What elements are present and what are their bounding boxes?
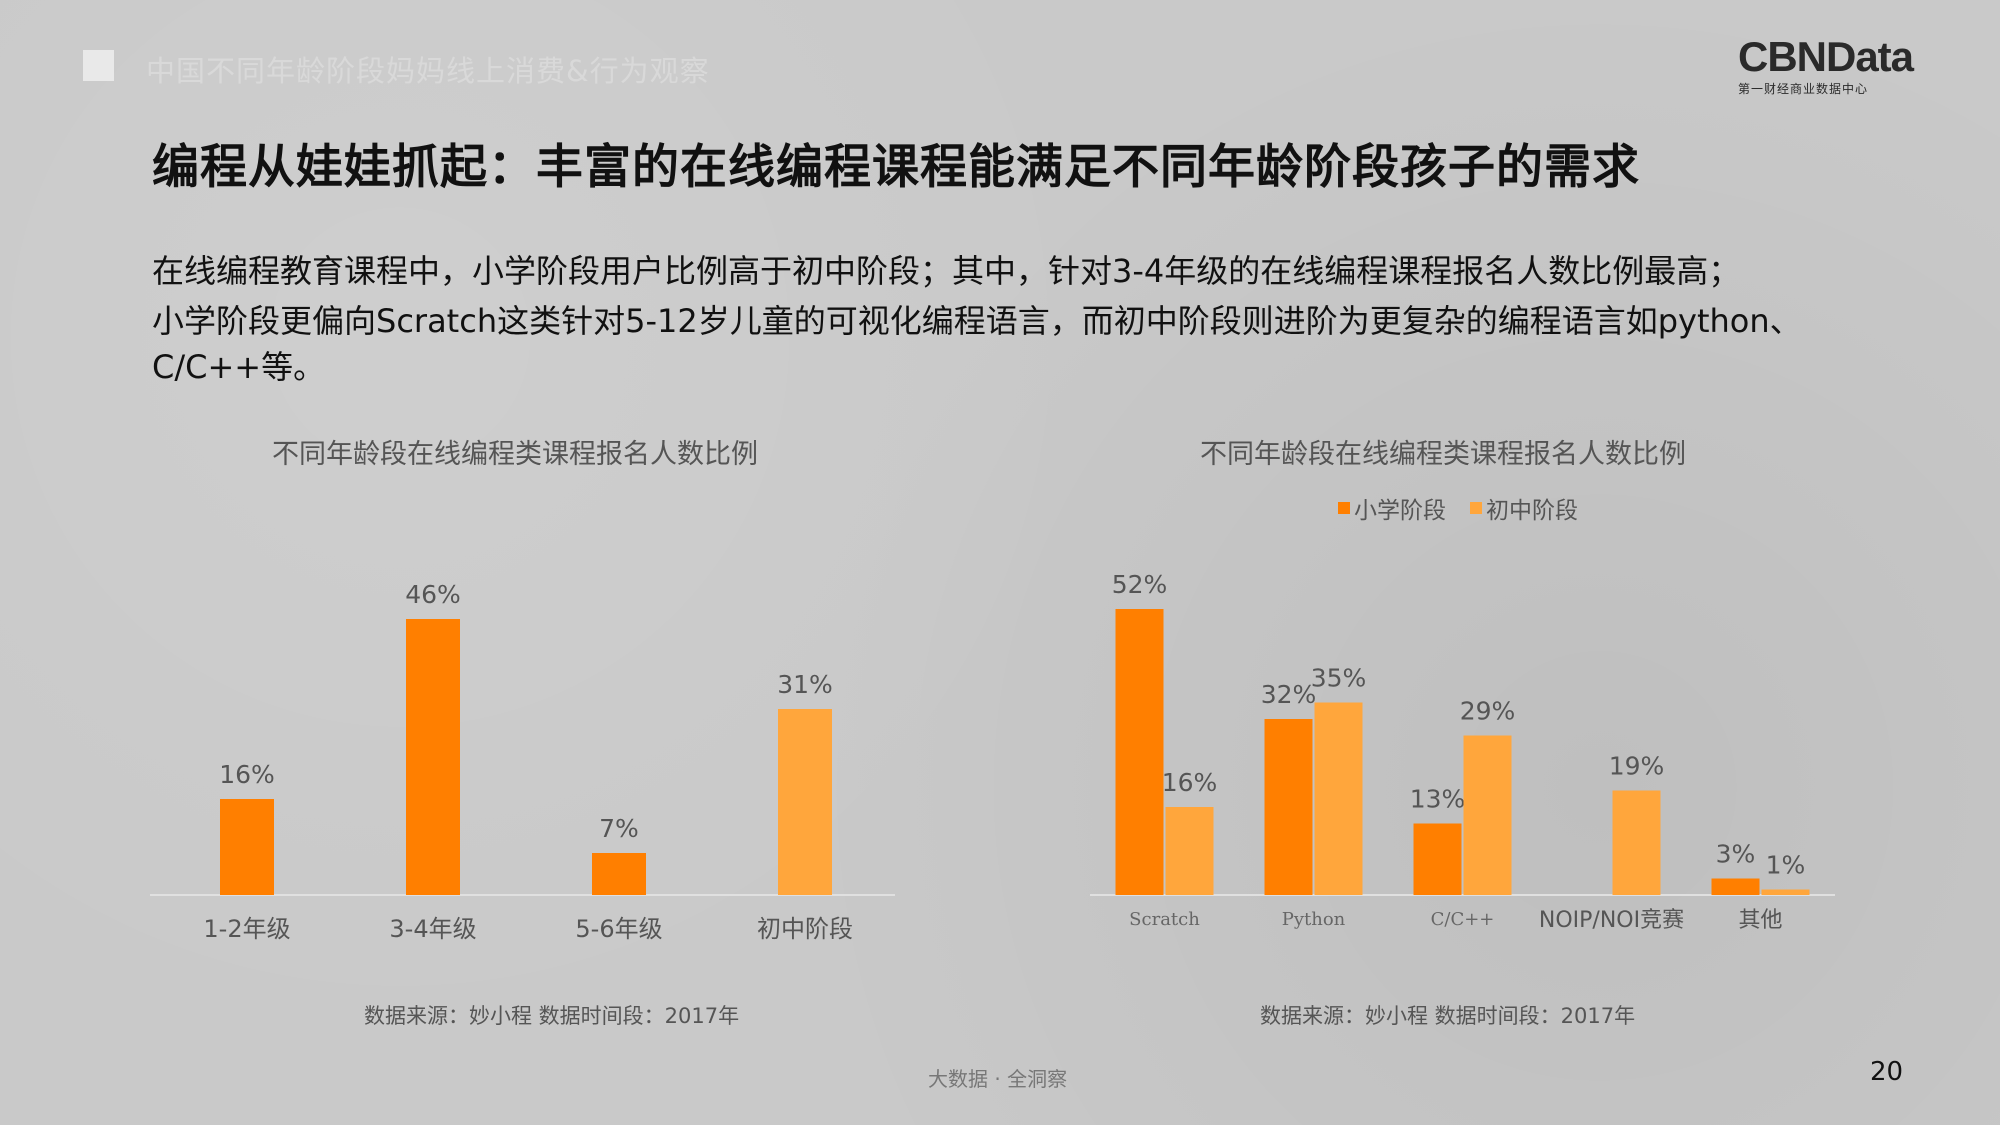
left-chart-title: 不同年龄段在线编程类课程报名人数比例 xyxy=(272,439,758,470)
right-chart-source: 数据来源：妙小程 数据时间段：2017年 xyxy=(1260,1004,1636,1028)
legend-label-secondary: 初中阶段 xyxy=(1486,498,1578,524)
data-label-2: 46% xyxy=(405,580,461,609)
bar-3 xyxy=(592,853,646,895)
left-chart-source: 数据来源：妙小程 数据时间段：2017年 xyxy=(364,1004,740,1028)
bar-s1-5 xyxy=(1711,878,1760,895)
data-label-s2-1: 16% xyxy=(1162,768,1218,797)
page-title: 编程从娃娃抓起：丰富的在线编程课程能满足不同年龄阶段孩子的需求 xyxy=(152,140,1640,195)
bar-s1-3 xyxy=(1413,823,1462,895)
category-label-1: Scratch xyxy=(1129,909,1200,930)
bar-4 xyxy=(778,709,832,895)
bar-s1-1 xyxy=(1115,609,1164,895)
bar-2 xyxy=(406,619,460,895)
data-label-s1-1: 52% xyxy=(1112,570,1168,599)
header-square-icon xyxy=(83,50,114,81)
legend-item-secondary: 初中阶段 xyxy=(1470,491,1578,525)
right-grouped-bar-chart: 52% 16% Scratch 32%35% Python 13% 29% C/C++ 19% N… xyxy=(1090,570,1835,933)
category-label-5: 其他 xyxy=(1738,908,1782,933)
bar-s2-4 xyxy=(1612,790,1661,895)
category-label-3: C/C++ xyxy=(1431,909,1495,930)
description-line-1: 在线编程教育课程中，小学阶段用户比例高于初中阶段；其中，针对3-4年级的在线编程… xyxy=(152,252,1741,290)
category-label-3: 5-6年级 xyxy=(575,915,662,943)
category-label-2: Python xyxy=(1282,909,1346,930)
data-label-s2-4: 19% xyxy=(1609,752,1665,781)
legend-swatch-secondary xyxy=(1470,502,1482,514)
data-label-s1-5: 3% xyxy=(1716,840,1756,869)
legend-item-primary: 小学阶段 xyxy=(1338,491,1446,525)
bar-s2-2 xyxy=(1314,702,1363,895)
left-bar-chart: 16% 1-2年级 46% 3-4年级 7% 5-6年级 31% 初中阶段 xyxy=(150,580,895,943)
logo-sub-text: 第一财经商业数据中心 xyxy=(1738,82,1869,96)
bar-s2-1 xyxy=(1165,807,1214,895)
cbndata-logo: CBNData 第一财经商业数据中心 xyxy=(1738,36,1923,97)
data-label-s2-5: 1% xyxy=(1766,851,1806,880)
category-label-2: 3-4年级 xyxy=(389,915,476,943)
legend-swatch-primary xyxy=(1338,502,1350,514)
data-label-s2-3: 29% xyxy=(1460,697,1516,726)
bar-s1-2 xyxy=(1264,719,1313,895)
data-label-s2-2: 35% xyxy=(1311,664,1367,693)
description-line-2: 小学阶段更偏向Scratch这类针对5-12岁儿童的可视化编程语言，而初中阶段则… xyxy=(152,302,1802,386)
description: 在线编程教育课程中，小学阶段用户比例高于初中阶段；其中，针对3-4年级的在线编程… xyxy=(152,248,1872,394)
category-label-4: 初中阶段 xyxy=(757,915,853,943)
bar-s2-5 xyxy=(1761,889,1810,895)
data-label-s1-3: 13% xyxy=(1410,785,1466,814)
bar-s2-3 xyxy=(1463,735,1512,895)
data-label-4: 31% xyxy=(777,670,833,699)
page-number: 20 xyxy=(1870,1057,1904,1087)
right-chart-title: 不同年龄段在线编程类课程报名人数比例 xyxy=(1200,439,1686,470)
data-label-1: 16% xyxy=(219,760,275,789)
category-label-4: NOIP/NOI竞赛 xyxy=(1539,908,1684,933)
data-label-3: 7% xyxy=(599,814,639,843)
right-chart-legend: 小学阶段 初中阶段 xyxy=(1338,491,1578,525)
legend-label-primary: 小学阶段 xyxy=(1354,498,1446,524)
header-caption: 中国不同年龄阶段妈妈线上消费&行为观察 xyxy=(146,54,710,88)
logo-main-text: CBNData xyxy=(1738,33,1914,80)
category-label-1: 1-2年级 xyxy=(203,915,290,943)
bar-1 xyxy=(220,799,274,895)
footer-slogan: 大数据 · 全洞察 xyxy=(928,1067,1068,1091)
data-label-s1-2: 32% xyxy=(1261,680,1317,709)
